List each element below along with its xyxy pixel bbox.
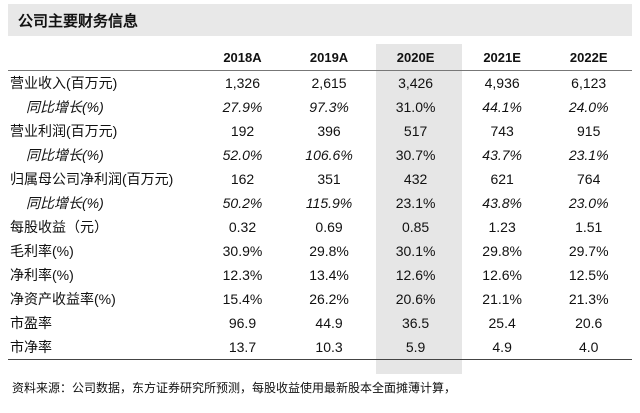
column-header: 2018A [199, 44, 286, 71]
table-row: 净利率(%) 12.3% 13.4% 12.6% 12.6% 12.5% [8, 263, 632, 287]
cell-value: 396 [317, 123, 341, 139]
row-label: 市净率 [8, 335, 200, 360]
cell-value: 12.3% [222, 267, 263, 283]
cell-value: 0.69 [315, 219, 343, 235]
cell-value: 96.9 [228, 315, 257, 331]
cell-value: 26.2% [309, 291, 349, 307]
cell-value: 23.1% [395, 195, 436, 211]
row-label: 归属母公司净利润(百万元) [10, 171, 174, 187]
row-label: 净利率(%) [10, 267, 74, 283]
cell-value: 43.8% [482, 195, 522, 211]
table-row: 同比增长(%) 52.0% 106.6% 30.7% 43.7% 23.1% [8, 143, 632, 167]
forecast-column-highlight [376, 44, 462, 374]
cell-value: 23.0% [568, 195, 609, 211]
cell-value: 30.1% [395, 243, 436, 259]
cell-value: 621 [490, 171, 514, 187]
source-note: 资料来源：公司数据，东方证券研究所预测，每股收益使用最新股本全面摊薄计算， [12, 381, 457, 395]
row-label: 营业收入(百万元) [10, 75, 118, 91]
row-label: 同比增长(%) [26, 147, 104, 163]
table-row: 营业利润(百万元) 192 396 517 743 915 [8, 119, 632, 143]
cell-value: 743 [490, 123, 514, 139]
cell-value: 915 [577, 123, 601, 139]
cell-value: 0.32 [228, 219, 257, 235]
row-label: 同比增长(%) [26, 195, 104, 211]
cell-value: 4.0 [545, 335, 632, 360]
row-label: 市盈率 [10, 315, 52, 331]
cell-value: 1.23 [488, 219, 516, 235]
cell-value: 29.8% [309, 243, 349, 259]
cell-value: 97.3% [309, 99, 349, 115]
table-row: 同比增长(%) 50.2% 115.9% 23.1% 43.8% 23.0% [8, 191, 632, 215]
column-header: 2021E [458, 44, 546, 71]
cell-value: 192 [230, 123, 255, 139]
cell-value: 29.8% [482, 243, 522, 259]
cell-value: 52.0% [222, 147, 263, 163]
cell-value: 36.5 [401, 315, 430, 331]
cell-value: 5.9 [372, 335, 459, 360]
cell-value: 4.9 [458, 335, 546, 360]
cell-value: 44.1% [482, 99, 522, 115]
row-label: 净资产收益率(%) [10, 291, 116, 307]
table-row: 毛利率(%) 30.9% 29.8% 30.1% 29.8% 29.7% [8, 239, 632, 263]
cell-value: 43.7% [482, 147, 522, 163]
table-row: 每股收益（元） 0.32 0.69 0.85 1.23 1.51 [8, 215, 632, 239]
cell-value: 432 [403, 171, 428, 187]
cell-value: 25.4 [488, 315, 516, 331]
cell-value: 6,123 [571, 75, 607, 91]
cell-value: 12.6% [482, 267, 522, 283]
table-row: 同比增长(%) 27.9% 97.3% 31.0% 44.1% 24.0% [8, 95, 632, 119]
cell-value: 30.9% [222, 243, 263, 259]
column-header [8, 44, 200, 71]
row-label: 每股收益（元） [10, 219, 108, 235]
cell-value: 29.7% [568, 243, 609, 259]
cell-value: 162 [230, 171, 255, 187]
cell-value: 0.85 [401, 219, 430, 235]
cell-value: 4,936 [484, 75, 520, 91]
table-title: 公司主要财务信息 [8, 4, 632, 36]
cell-value: 20.6 [575, 315, 603, 331]
cell-value: 50.2% [222, 195, 263, 211]
cell-value: 2,615 [311, 75, 347, 91]
table-row: 市盈率 96.9 44.9 36.5 25.4 20.6 [8, 311, 632, 335]
cell-value: 12.6% [395, 267, 436, 283]
row-label: 同比增长(%) [26, 99, 104, 115]
cell-value: 1,326 [224, 75, 261, 91]
cell-value: 3,426 [398, 75, 434, 91]
table-row: 归属母公司净利润(百万元) 162 351 432 621 764 [8, 167, 632, 191]
cell-value: 106.6% [305, 147, 353, 163]
cell-value: 24.0% [568, 99, 609, 115]
table-row: 市净率 13.7 10.3 5.9 4.9 4.0 [8, 335, 632, 360]
cell-value: 21.3% [568, 291, 609, 307]
table-row: 营业收入(百万元) 1,326 2,615 3,426 4,936 6,123 [8, 71, 632, 96]
cell-value: 31.0% [395, 99, 436, 115]
cell-value: 23.1% [568, 147, 609, 163]
financial-table: 2018A 2019A 2020E 2021E 2022E 营业收入(百万元) 1… [8, 44, 632, 360]
row-label: 营业利润(百万元) [10, 123, 118, 139]
cell-value: 517 [403, 123, 428, 139]
cell-value: 10.3 [285, 335, 373, 360]
cell-value: 12.5% [568, 267, 609, 283]
cell-value: 21.1% [482, 291, 522, 307]
cell-value: 764 [577, 171, 601, 187]
cell-value: 115.9% [305, 195, 353, 211]
table-row: 净资产收益率(%) 15.4% 26.2% 20.6% 21.1% 21.3% [8, 287, 632, 311]
cell-value: 13.4% [309, 267, 349, 283]
header-row: 2018A 2019A 2020E 2021E 2022E [8, 44, 632, 71]
cell-value: 44.9 [315, 315, 343, 331]
cell-value: 15.4% [222, 291, 263, 307]
column-header: 2020E [372, 44, 459, 71]
cell-value: 20.6% [395, 291, 436, 307]
cell-value: 1.51 [575, 219, 603, 235]
row-label: 毛利率(%) [10, 243, 74, 259]
cell-value: 351 [317, 171, 341, 187]
cell-value: 27.9% [222, 99, 263, 115]
cell-value: 30.7% [395, 147, 436, 163]
cell-value: 13.7 [199, 335, 286, 360]
column-header: 2019A [285, 44, 373, 71]
column-header: 2022E [545, 44, 632, 71]
